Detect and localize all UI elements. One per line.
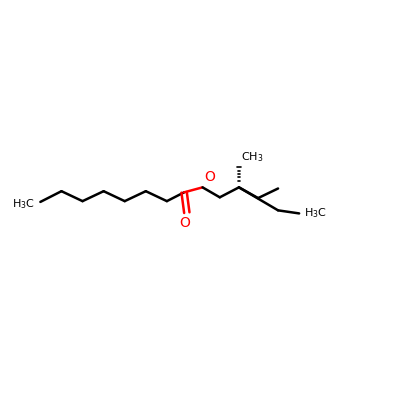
Text: O: O (204, 170, 215, 184)
Text: CH$_3$: CH$_3$ (241, 150, 263, 164)
Text: H$_3$C: H$_3$C (304, 206, 327, 220)
Text: O: O (180, 216, 190, 230)
Text: H$_3$C: H$_3$C (12, 197, 35, 211)
